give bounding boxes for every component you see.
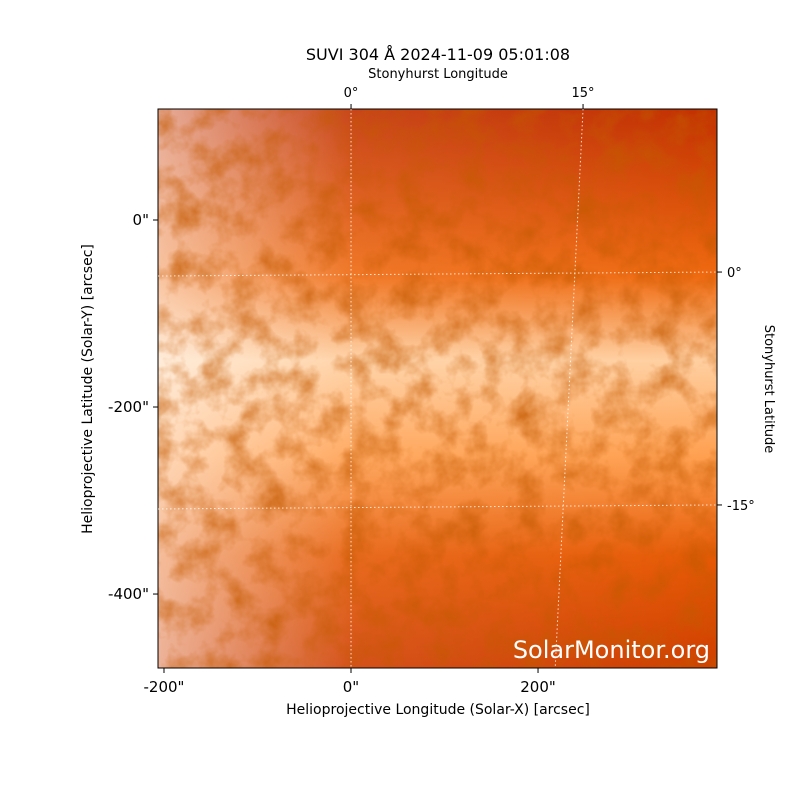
y2-label: Stonyhurst Latitude [761,325,776,454]
watermark: SolarMonitor.org [513,636,710,664]
x2-tick-label: 0° [344,86,359,101]
y2-tick-label: -15° [727,499,755,514]
x2-tick-label: 15° [572,86,595,101]
x-tick-label: 0" [343,678,359,696]
x-label: Helioprojective Longitude (Solar-X) [arc… [286,702,590,718]
chart-title: SUVI 304 Å 2024-11-09 05:01:08 [306,45,570,64]
y2-tick-label: 0° [727,266,742,281]
y-label: Helioprojective Latitude (Solar-Y) [arcs… [80,244,96,534]
x-tick-label: -200" [144,678,185,696]
solar-image [158,109,717,668]
x2-label: Stonyhurst Longitude [368,67,508,82]
y-tick-label: -200" [108,398,149,416]
x-tick-label: 200" [520,678,556,696]
y-tick-label: -400" [108,585,149,603]
y-tick-label: 0" [133,211,149,229]
